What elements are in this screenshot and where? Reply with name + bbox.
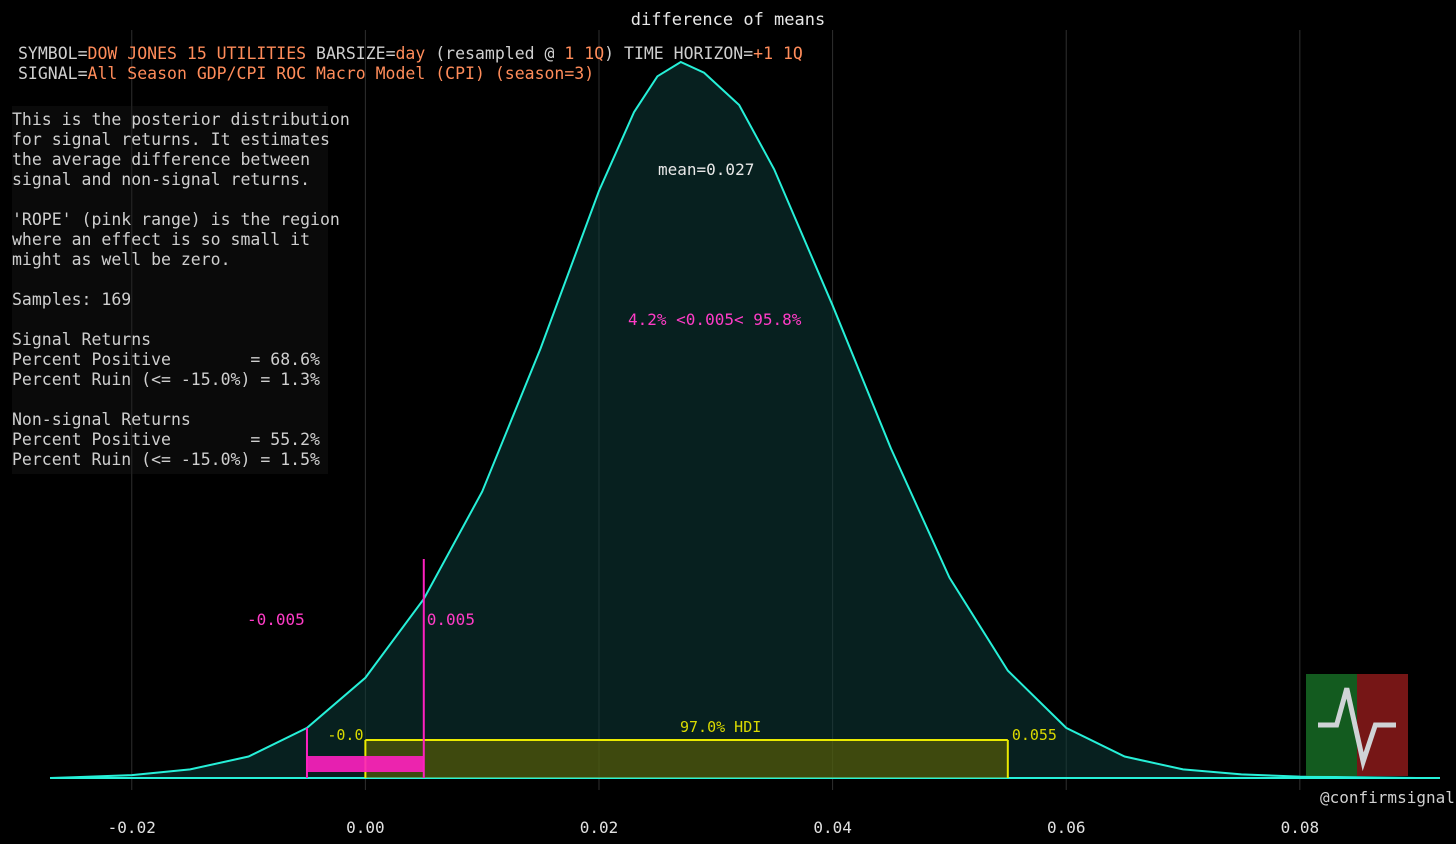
x-tick: 0.00 <box>346 818 385 837</box>
hdi-pct-label: 97.0% HDI <box>680 718 761 736</box>
chart-title: difference of means <box>0 10 1456 30</box>
x-tick: 0.04 <box>813 818 852 837</box>
header-line-2: SIGNAL=All Season GDP/CPI ROC Macro Mode… <box>18 64 594 83</box>
rope-low-label: -0.005 <box>247 610 305 629</box>
rope-summary: 4.2% <0.005< 95.8% <box>628 310 801 329</box>
header-line-1: SYMBOL=DOW JONES 15 UTILITIES BARSIZE=da… <box>18 44 803 63</box>
mean-label: mean=0.027 <box>658 160 754 179</box>
x-tick: 0.08 <box>1281 818 1320 837</box>
watermark: @confirmsignal <box>1320 788 1455 807</box>
rope-high-label: 0.005 <box>427 610 475 629</box>
x-tick: -0.02 <box>108 818 156 837</box>
brand-logo <box>1306 674 1408 776</box>
info-panel: This is the posterior distribution for s… <box>12 106 328 474</box>
hdi-high-label: 0.055 <box>1012 726 1057 744</box>
x-tick: 0.06 <box>1047 818 1086 837</box>
hdi-low-label: -0.0 <box>327 726 363 744</box>
x-tick: 0.02 <box>580 818 619 837</box>
